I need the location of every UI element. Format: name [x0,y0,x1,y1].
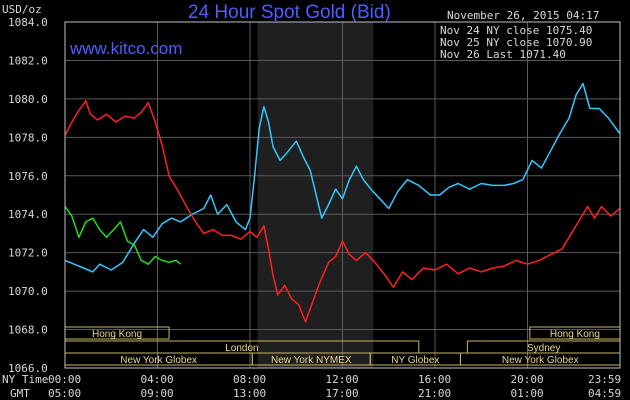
session-label: London [225,343,258,354]
price-series [64,82,621,323]
session-label: Hong Kong [92,329,142,340]
session-label: New York Globex [120,355,197,366]
x-tick-gmt: 13:00 [233,387,266,400]
gmt-label: GMT [10,387,30,400]
y-tick-label: 1082.0 [8,54,48,67]
x-tick-gmt: 17:00 [326,387,359,400]
y-axis-ticks: 1066.0 1068.0 1070.0 1072.0 1074.0 1076.0 1078… [8,16,48,375]
series-line-1 [64,100,621,323]
x-tick-ny: 20:00 [511,373,544,386]
legend: Nov 24 NY close 1075.40 Nov 25 NY close … [440,24,592,61]
legend-item-nov24: Nov 24 NY close 1075.40 [440,24,592,37]
session-label: New York Globex [502,355,579,366]
chart-title: 24 Hour Spot Gold (Bid) [188,2,391,23]
x-tick-gmt: 01:00 [511,387,544,400]
x-tick-gmt: 09:00 [141,387,174,400]
series-line-0 [64,82,621,273]
y-tick-label: 1070.0 [8,285,48,298]
y-tick-label: 1072.0 [8,247,48,260]
y-tick-label: 1076.0 [8,170,48,183]
grid-lines [65,21,620,369]
y-tick-label: 1080.0 [8,93,48,106]
legend-item-nov26: Nov 26 Last 1071.40 [440,48,566,61]
y-tick-label: 1084.0 [8,16,48,29]
x-tick-ny: 00:00 [48,373,81,386]
session-label: NY Globex [391,355,439,366]
y-tick-label: 1078.0 [8,131,48,144]
y-tick-label: 1068.0 [8,324,48,337]
session-label: New York NYMEX [271,355,352,366]
session-label: Hong Kong [550,329,600,340]
series-line-2 [64,206,182,265]
legend-item-nov25: Nov 25 NY close 1070.90 [440,36,592,49]
x-tick-ny: 08:00 [233,373,266,386]
timestamp: November 26, 2015 04:17 [447,9,599,22]
y-tick-label: 1074.0 [8,208,48,221]
x-tick-ny: 04:00 [141,373,174,386]
kitco-brand: www.kitco.com [69,39,182,58]
session-label: Sydney [527,343,560,354]
unit-label: USD/oz [2,3,42,16]
x-tick-ny: 16:00 [418,373,451,386]
x-tick-gmt: 21:00 [418,387,451,400]
y-tick-label: 1066.0 [8,362,48,375]
x-tick-ny: 23:59 [588,373,621,386]
x-tick-ny: 12:00 [326,373,359,386]
x-tick-gmt: 05:00 [48,387,81,400]
ny-time-label: NY Time [2,373,48,386]
plot-frame [64,21,621,369]
x-axis-ticks: 00:00 04:00 08:00 12:00 16:00 20:00 23:59 05:00… [48,373,621,400]
x-tick-gmt: 04:59 [588,387,621,400]
